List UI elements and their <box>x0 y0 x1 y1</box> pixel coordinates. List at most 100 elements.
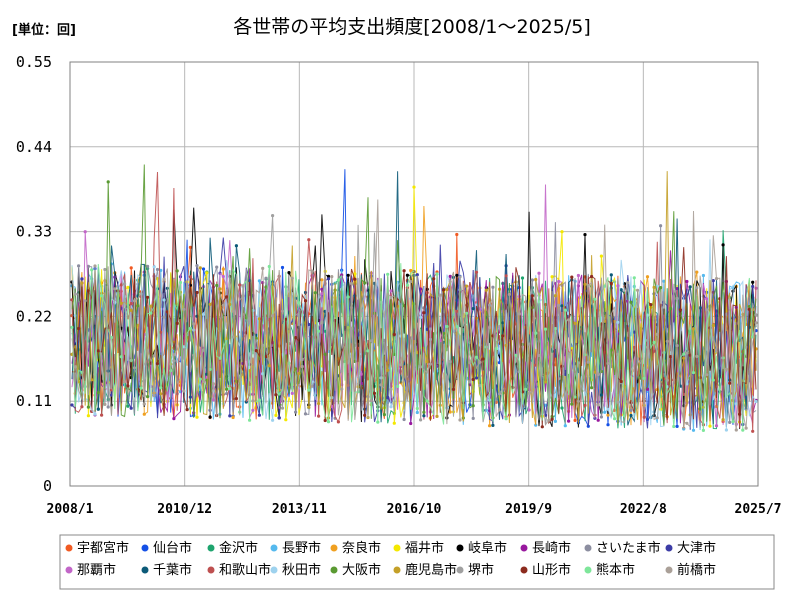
data-point <box>363 281 367 285</box>
legend-item: さいたま市 <box>584 540 661 556</box>
data-point <box>586 360 590 364</box>
legend-label: 宇都宮市 <box>77 540 129 556</box>
data-point <box>655 332 659 336</box>
data-point <box>172 417 176 421</box>
data-point <box>616 320 620 324</box>
data-point <box>188 326 192 330</box>
legend-marker <box>520 566 528 574</box>
data-point <box>267 364 271 368</box>
data-point <box>563 424 567 428</box>
data-point <box>567 419 571 423</box>
data-point <box>754 321 758 325</box>
legend-item: 前橋市 <box>665 562 716 578</box>
data-point <box>636 357 640 361</box>
data-point <box>659 286 663 290</box>
data-point <box>478 384 482 388</box>
data-point <box>619 288 623 292</box>
legend-item: 金沢市 <box>207 540 258 556</box>
data-point <box>234 244 238 248</box>
data-point <box>231 309 235 313</box>
data-point <box>96 407 100 411</box>
data-point <box>655 416 659 420</box>
data-point <box>90 268 94 272</box>
data-point <box>257 398 261 402</box>
data-point <box>139 386 143 390</box>
legend-item: 堺市 <box>456 562 494 578</box>
legend-item: 長崎市 <box>520 540 571 556</box>
data-point <box>205 271 209 275</box>
data-point <box>455 273 459 277</box>
data-point <box>728 420 732 424</box>
data-point <box>586 284 590 288</box>
data-point <box>636 288 640 292</box>
data-point <box>560 406 564 410</box>
data-point <box>386 272 390 276</box>
data-point <box>576 273 581 278</box>
data-point <box>471 416 475 420</box>
data-point <box>126 285 130 289</box>
data-point <box>208 415 212 419</box>
legend-label: 岐阜市 <box>468 540 507 556</box>
data-point <box>448 360 452 364</box>
data-point <box>195 290 199 295</box>
data-point <box>307 238 311 242</box>
data-point <box>386 395 390 400</box>
legend-item: 那覇市 <box>65 562 116 578</box>
data-point <box>142 412 146 416</box>
data-point <box>349 281 354 286</box>
data-point <box>632 330 636 334</box>
data-point <box>550 275 554 279</box>
data-point <box>455 309 459 313</box>
legend-label: 和歌山市 <box>219 562 271 578</box>
data-point <box>662 279 666 283</box>
data-point <box>188 245 192 249</box>
x-tick-label: 2010/12 <box>157 502 212 517</box>
data-point <box>606 413 610 417</box>
data-point <box>152 354 156 358</box>
legend-label: 前橋市 <box>677 562 716 578</box>
data-point <box>409 268 413 273</box>
data-point <box>609 348 613 352</box>
series-lines <box>70 164 758 433</box>
data-point <box>284 418 288 422</box>
data-point <box>474 355 479 359</box>
data-point <box>340 387 344 391</box>
data-point <box>665 339 669 343</box>
data-point <box>573 418 577 422</box>
legend-label: さいたま市 <box>596 540 661 556</box>
data-point <box>323 352 327 356</box>
data-point <box>537 271 541 275</box>
data-point <box>386 368 390 372</box>
data-point <box>392 421 396 425</box>
data-point <box>77 326 81 331</box>
data-point <box>317 401 321 406</box>
data-point <box>682 356 686 360</box>
data-point <box>734 402 738 406</box>
data-point <box>126 384 130 388</box>
data-point <box>488 325 492 329</box>
data-point <box>537 353 541 358</box>
data-point <box>711 378 715 382</box>
data-point <box>113 287 117 291</box>
data-point <box>629 300 633 304</box>
data-point <box>425 360 429 364</box>
legend-box <box>59 534 775 590</box>
data-point <box>547 418 551 422</box>
data-point <box>369 399 373 403</box>
data-point <box>422 311 426 315</box>
unit-label: [単位：回] <box>12 22 76 38</box>
data-point <box>685 279 689 284</box>
data-point <box>609 273 613 277</box>
data-point <box>271 418 275 422</box>
data-point <box>754 399 758 404</box>
legend-marker <box>330 544 338 552</box>
data-point <box>195 415 199 419</box>
data-point <box>162 298 166 302</box>
data-point <box>290 391 294 395</box>
data-point <box>527 408 531 412</box>
data-point <box>267 264 271 269</box>
data-point <box>520 276 525 280</box>
data-point <box>478 360 482 364</box>
data-point <box>695 354 699 358</box>
y-axis-ticks: 0 0.11 0.22 0.33 0.44 0.55 <box>16 53 52 495</box>
